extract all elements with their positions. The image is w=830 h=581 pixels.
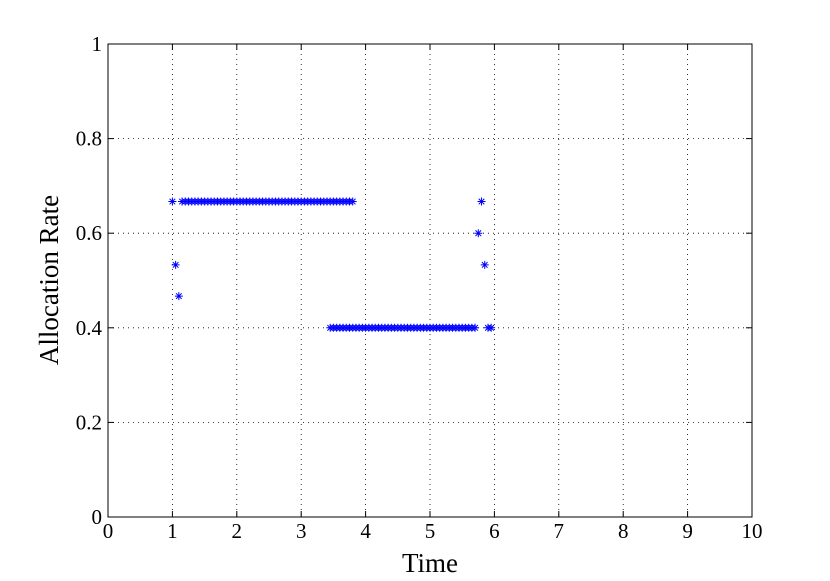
- x-tick-label: 3: [296, 519, 307, 543]
- point: [171, 260, 180, 269]
- point: [474, 229, 483, 238]
- point: [174, 292, 183, 301]
- plot-frame: [107, 43, 753, 518]
- point: [168, 197, 177, 206]
- x-tick-label: 0: [103, 519, 114, 543]
- x-tick-label: 2: [232, 519, 243, 543]
- x-tick-label: 4: [360, 519, 371, 543]
- x-tick-label: 6: [489, 519, 500, 543]
- x-tick-label: 7: [554, 519, 565, 543]
- point: [480, 260, 489, 269]
- x-tick-label: 9: [682, 519, 693, 543]
- y-tick-label: 0.2: [76, 410, 102, 434]
- x-axis-label: Time: [402, 548, 458, 578]
- point: [477, 197, 486, 206]
- y-tick-label: 0: [92, 505, 103, 529]
- x-tick-label: 1: [167, 519, 178, 543]
- y-tick-label: 0.4: [76, 316, 103, 340]
- x-tick-label: 5: [425, 519, 436, 543]
- point: [471, 323, 480, 332]
- point: [348, 197, 357, 206]
- y-axis-label: Allocation Rate: [34, 195, 64, 365]
- y-tick-label: 0.8: [76, 127, 102, 151]
- point: [487, 323, 496, 332]
- y-tick-label: 1: [92, 32, 103, 56]
- x-tick-label: 8: [618, 519, 629, 543]
- x-tick-label: 10: [742, 519, 763, 543]
- y-tick-label: 0.6: [76, 221, 102, 245]
